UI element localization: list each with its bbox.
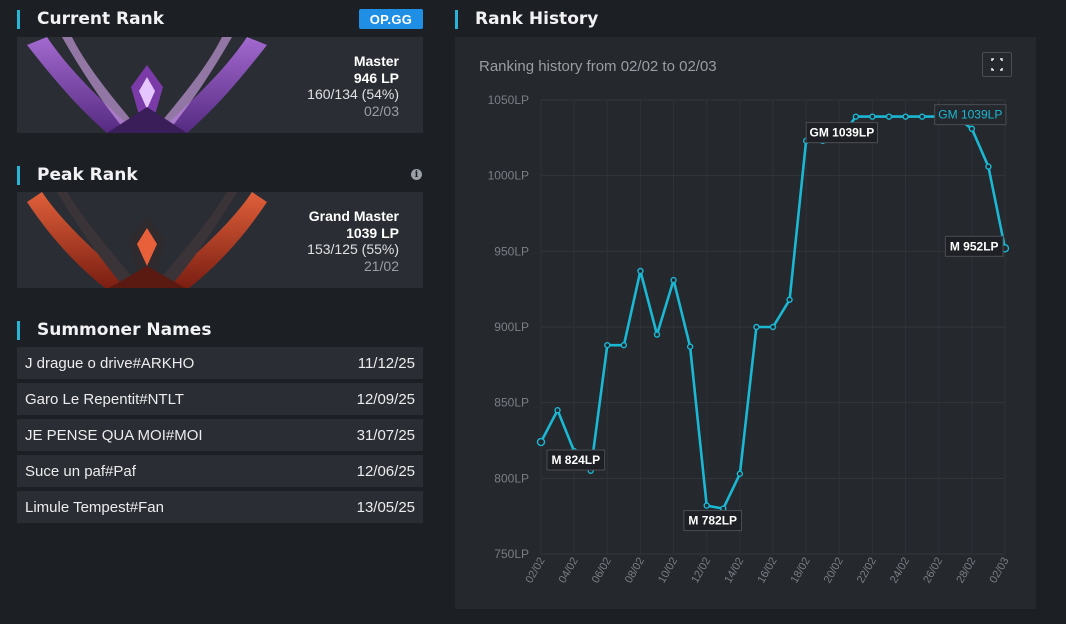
data-point <box>554 407 561 414</box>
annotation-box <box>944 235 1004 257</box>
summoner-name: Limule Tempest#Fan <box>25 498 164 516</box>
data-point <box>869 113 876 120</box>
data-point <box>736 470 744 477</box>
current-lp: 946 LP <box>353 69 399 86</box>
x-tick-label: 26/02 <box>921 556 945 586</box>
annotation-box <box>546 449 606 471</box>
data-point <box>703 502 710 509</box>
y-tick-label: 1050LP <box>488 93 529 107</box>
peak-rank-info: Grand Master 1039 LP 153/125 (55%) 21/02 <box>307 208 399 274</box>
heading-accent-bar <box>17 9 20 29</box>
peak-rank-card: Grand Master 1039 LP 153/125 (55%) 21/02 <box>17 192 423 288</box>
heading-accent-bar <box>455 9 458 29</box>
data-point <box>902 113 909 120</box>
data-point <box>852 113 860 120</box>
peak-tier: Grand Master <box>308 208 399 224</box>
master-emblem-icon <box>27 37 267 133</box>
opgg-badge[interactable]: OP.GG <box>359 9 423 29</box>
x-tick-label: 24/02 <box>888 556 912 586</box>
x-tick-label: 06/02 <box>590 556 614 586</box>
current-rank-card: Master 946 LP 160/134 (54%) 02/03 <box>17 37 423 133</box>
data-point <box>968 125 976 132</box>
fullscreen-button[interactable] <box>982 52 1012 77</box>
data-point <box>686 343 694 350</box>
x-tick-label: 10/02 <box>656 556 680 586</box>
annotation-label: M 824LP <box>551 453 600 467</box>
summoner-name: JE PENSE QUA MOI#MOI <box>25 426 203 444</box>
list-item: J drague o drive#ARKHO 11/12/25 <box>17 347 423 379</box>
data-point <box>604 341 611 349</box>
peak-rank-heading: Peak Rank <box>17 165 138 185</box>
peak-lp: 1039 LP <box>346 224 399 241</box>
heading-accent-bar <box>17 165 20 185</box>
annotation-box <box>683 510 743 532</box>
x-tick-label: 08/02 <box>623 556 647 586</box>
annotation-box <box>805 122 878 144</box>
annotation-label: GM 1039LP <box>810 126 875 140</box>
data-point <box>985 163 992 170</box>
summoner-name-date: 31/07/25 <box>356 426 415 444</box>
rank-history-heading: Rank History <box>455 9 598 29</box>
annotation-label: M 952LP <box>950 239 999 253</box>
rank-history-title: Rank History <box>475 9 599 29</box>
data-point <box>769 323 777 331</box>
fullscreen-icon <box>991 58 1003 71</box>
chart-subtitle: Ranking history from 02/02 to 02/03 <box>479 58 717 75</box>
data-point <box>786 296 793 303</box>
x-tick-label: 22/02 <box>855 556 879 586</box>
data-point <box>653 331 661 338</box>
data-point <box>536 437 546 447</box>
summoner-name-date: 12/06/25 <box>356 462 415 480</box>
list-item: Garo Le Repentit#NTLT 12/09/25 <box>17 383 423 415</box>
summoner-name: Suce un paf#Paf <box>25 462 136 480</box>
list-item: Limule Tempest#Fan 13/05/25 <box>17 491 423 523</box>
annotation-box <box>934 104 1007 126</box>
peak-rank-title: Peak Rank <box>37 165 138 185</box>
heading-accent-bar <box>17 320 20 340</box>
grandmaster-emblem-icon <box>27 192 267 288</box>
annotation-label: M 782LP <box>688 514 737 528</box>
x-tick-label: 18/02 <box>789 556 813 586</box>
x-tick-label: 14/02 <box>722 556 746 586</box>
y-tick-label: 850LP <box>494 396 529 410</box>
summoner-name: J drague o drive#ARKHO <box>25 354 195 372</box>
rank-history-panel: Ranking history from 02/02 to 02/03 750L… <box>455 37 1036 609</box>
summoner-name-date: 12/09/25 <box>356 390 415 408</box>
data-point <box>885 113 893 120</box>
x-tick-label: 04/02 <box>557 556 581 586</box>
data-point <box>620 341 628 349</box>
data-point <box>753 323 760 331</box>
x-tick-label: 12/02 <box>689 556 713 586</box>
rank-history-chart: 750LP 800LP 850LP 900LP 950LP 1000LP 1050LP 02/… <box>488 93 1012 586</box>
list-item: JE PENSE QUA MOI#MOI 31/07/25 <box>17 419 423 451</box>
y-tick-label: 800LP <box>494 471 529 485</box>
data-point <box>670 276 677 284</box>
y-tick-label: 1000LP <box>488 169 529 183</box>
current-rank-title: Current Rank <box>37 9 164 29</box>
summoner-name: Garo Le Repentit#NTLT <box>25 390 184 408</box>
y-tick-label: 750LP <box>494 547 529 561</box>
summoner-name-date: 11/12/25 <box>357 354 415 372</box>
current-rank-heading: Current Rank <box>17 9 164 29</box>
y-tick-label: 900LP <box>494 320 529 334</box>
summoner-name-date: 13/05/25 <box>356 498 415 516</box>
data-point <box>637 267 644 275</box>
peak-winloss: 153/125 (55%) <box>307 241 399 257</box>
current-tier: Master <box>353 53 399 69</box>
current-winloss: 160/134 (54%) <box>307 86 399 102</box>
data-point <box>918 113 926 120</box>
x-tick-label: 20/02 <box>822 556 846 586</box>
info-icon[interactable]: i <box>411 169 422 180</box>
y-tick-label: 950LP <box>494 244 529 258</box>
peak-date: 21/02 <box>363 257 399 274</box>
summoner-names-title: Summoner Names <box>37 320 212 340</box>
list-item: Suce un paf#Paf 12/06/25 <box>17 455 423 487</box>
annotation-label: GM 1039LP <box>938 108 1002 122</box>
summoner-names-heading: Summoner Names <box>17 320 211 340</box>
current-rank-info: Master 946 LP 160/134 (54%) 02/03 <box>307 53 399 119</box>
x-tick-label: 16/02 <box>755 556 779 586</box>
current-date: 02/03 <box>363 102 399 119</box>
x-tick-label: 28/02 <box>954 556 978 586</box>
x-tick-label: 02/03 <box>987 556 1011 586</box>
